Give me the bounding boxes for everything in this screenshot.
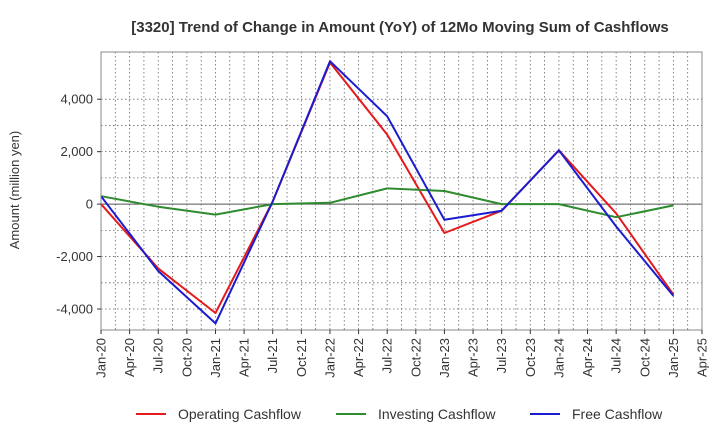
chart-title: [3320] Trend of Change in Amount (YoY) o… — [131, 19, 669, 36]
x-tick-label: Jan-21 — [208, 338, 223, 378]
x-tick-label: Apr-25 — [695, 338, 710, 377]
legend: Operating Cashflow Investing Cashflow Free… — [136, 406, 663, 422]
x-tick-label: Jul-23 — [494, 338, 509, 373]
series-line-investing-cashflow — [100, 187, 674, 219]
x-tick-label: Apr-22 — [351, 338, 366, 377]
x-tick-label: Jul-24 — [609, 338, 624, 373]
series-line-operating-cashflow — [100, 61, 675, 314]
y-tick-label: 0 — [86, 197, 93, 212]
series-layer — [100, 60, 675, 325]
y-tick-label: 4,000 — [60, 92, 93, 107]
grid-layer — [100, 52, 703, 330]
x-tick-label: Jan-24 — [551, 338, 566, 378]
plot-frame — [100, 51, 703, 331]
x-tick-label: Apr-21 — [237, 338, 252, 377]
x-axis-ticks: Jan-20 Apr-20 Jul-20 Oct-20 Jan-21 Apr-21 Jul-… — [94, 330, 710, 378]
y-tick-label: -2,000 — [56, 249, 93, 264]
x-tick-label: Oct-23 — [523, 338, 538, 377]
x-tick-label: Jul-20 — [151, 338, 166, 373]
y-axis-label: Amount (million yen) — [7, 131, 22, 250]
x-tick-label: Apr-24 — [580, 338, 595, 377]
x-tick-label: Jan-23 — [437, 338, 452, 378]
y-tick-label: -4,000 — [56, 302, 93, 317]
series-line-free-cashflow — [100, 60, 675, 325]
x-tick-label: Jan-22 — [322, 338, 337, 378]
x-tick-label: Jan-25 — [666, 338, 681, 378]
y-axis-ticks: -4,000 -2,000 0 2,000 4,000 — [56, 92, 101, 317]
x-tick-label: Jul-22 — [380, 338, 395, 373]
y-tick-label: 2,000 — [60, 144, 93, 159]
x-tick-label: Oct-22 — [408, 338, 423, 377]
x-tick-label: Oct-24 — [637, 338, 652, 377]
x-tick-label: Oct-20 — [179, 338, 194, 377]
legend-label: Operating Cashflow — [178, 406, 302, 422]
x-tick-label: Jul-21 — [265, 338, 280, 373]
x-tick-label: Apr-20 — [122, 338, 137, 377]
x-tick-label: Jan-20 — [94, 338, 109, 378]
x-tick-label: Oct-21 — [294, 338, 309, 377]
legend-label: Investing Cashflow — [378, 406, 496, 422]
legend-label: Free Cashflow — [572, 406, 663, 422]
x-tick-label: Apr-23 — [466, 338, 481, 377]
